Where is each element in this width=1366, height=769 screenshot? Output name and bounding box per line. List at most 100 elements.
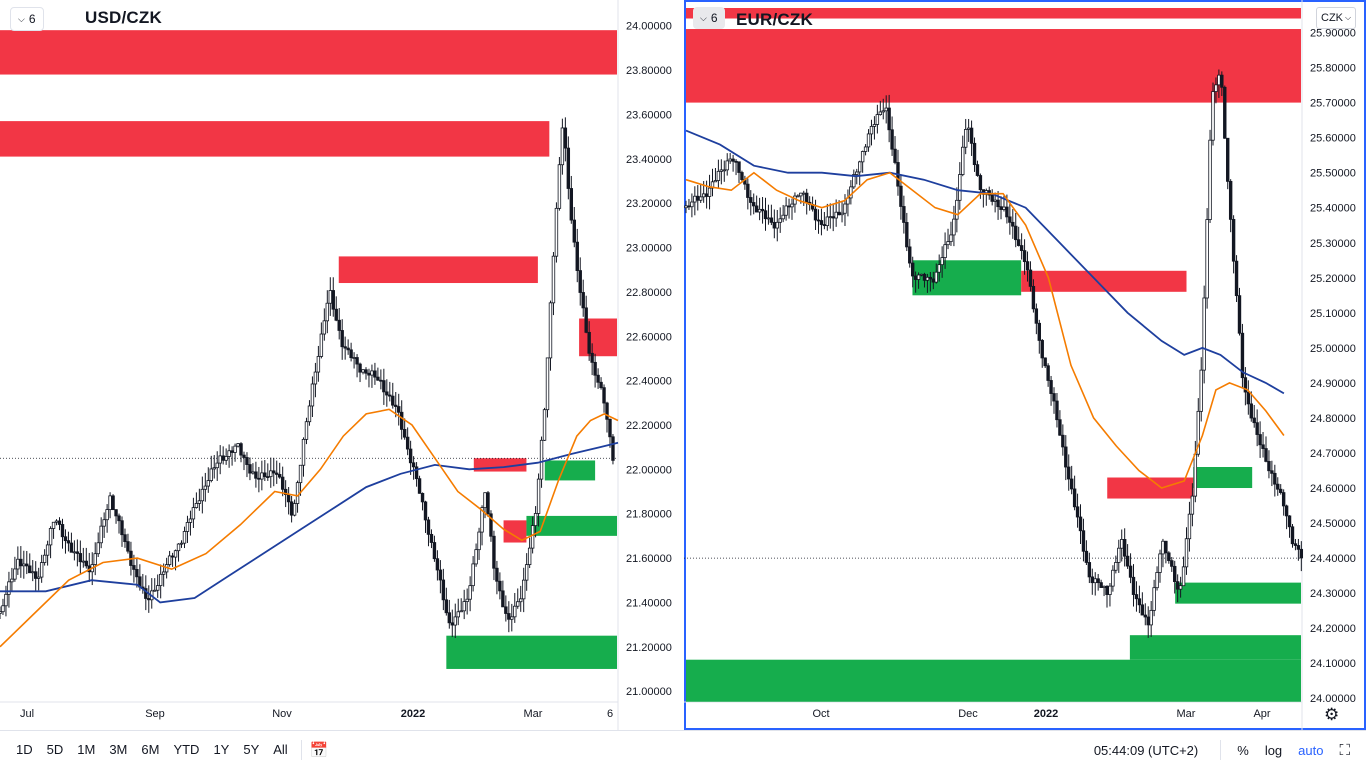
candle-body — [432, 542, 437, 560]
candle-body — [328, 290, 332, 304]
chart-pane-eurczk[interactable]: 25.90000 25.80000 25.70000 25.60000 25.50000… — [684, 0, 1366, 730]
interval-selector[interactable]: ⌵ 6 — [10, 7, 44, 31]
gear-icon[interactable]: ⚙ — [1324, 705, 1340, 724]
candle-body — [1002, 206, 1006, 210]
candle-body — [1234, 260, 1239, 297]
candle-body — [126, 541, 130, 552]
candle-body — [295, 482, 300, 504]
price-tick-label: 25.10000 — [1310, 308, 1356, 320]
timeframe-5d[interactable]: 5D — [46, 742, 64, 757]
fullscreen-icon[interactable]: ⛶ — [1339, 741, 1350, 759]
candle-body — [48, 528, 53, 546]
candle-body — [1202, 297, 1206, 371]
candle-body — [266, 476, 270, 478]
supply-zone — [503, 520, 527, 543]
candle-body — [120, 520, 124, 536]
candle-body — [465, 598, 469, 602]
candle-body — [728, 158, 732, 162]
candle-body — [1140, 604, 1145, 616]
ma-slow-line — [685, 129, 1285, 395]
candle-body — [1196, 410, 1200, 455]
candle-body — [233, 445, 237, 453]
chart-pane-usdczk[interactable]: 24.00000 23.80000 23.60000 23.40000 23.20000… — [0, 0, 684, 730]
candle-body — [426, 519, 431, 535]
candle-body — [72, 551, 77, 554]
timeframe-3m[interactable]: 3M — [109, 742, 128, 757]
timeframe-1d[interactable]: 1D — [16, 742, 33, 757]
time-tick-label: 2022 — [401, 708, 425, 720]
candle-body — [492, 535, 496, 569]
candle-body — [343, 346, 347, 349]
auto-toggle[interactable]: auto — [1298, 742, 1324, 758]
candle-body — [1287, 515, 1292, 528]
candle-body — [414, 466, 419, 480]
candle-body — [289, 501, 294, 516]
clock[interactable]: 05:44:09 (UTC+2) — [1093, 742, 1199, 758]
candle-body — [1058, 419, 1062, 436]
candle-body — [1008, 216, 1012, 223]
timeframe-5y[interactable]: 5Y — [243, 742, 260, 757]
candle-body — [99, 525, 103, 544]
candle-body — [1243, 377, 1248, 393]
candle-body — [887, 107, 891, 131]
candle-body — [170, 555, 175, 558]
percent-toggle[interactable]: % — [1237, 742, 1249, 758]
price-tick-label: 21.00000 — [626, 686, 672, 698]
candle-body — [690, 201, 694, 208]
currency-selector[interactable]: CZK ⌵ — [1316, 7, 1357, 29]
candle-body — [39, 562, 44, 578]
candle-body — [763, 210, 768, 220]
candle-body — [1152, 587, 1156, 611]
candle-body — [304, 421, 309, 440]
timeframe-1y[interactable]: 1Y — [213, 742, 230, 757]
candle-body — [206, 480, 210, 487]
candle-body — [831, 216, 835, 219]
candle-body — [584, 307, 588, 333]
candle-body — [322, 320, 327, 335]
candle-body — [740, 172, 744, 180]
candle-body — [1061, 434, 1065, 448]
eurczk-chart-svg[interactable]: 25.90000 25.80000 25.70000 25.60000 25.50000… — [684, 0, 1366, 730]
candle-body — [1164, 540, 1168, 554]
candle-body — [884, 107, 888, 112]
candle-body — [878, 111, 883, 115]
timeframe-all[interactable]: All — [273, 742, 288, 757]
candle-body — [429, 533, 434, 543]
log-toggle[interactable]: log — [1264, 742, 1283, 758]
divider — [300, 740, 302, 760]
candle-body — [590, 352, 594, 363]
price-tick-label: 21.80000 — [626, 509, 672, 521]
candle-body — [394, 404, 398, 407]
supply-zone — [1021, 270, 1187, 292]
candle-body — [1146, 616, 1150, 626]
interval-label: 6 — [28, 12, 36, 26]
calendar-range-icon[interactable]: 📅 — [309, 742, 329, 759]
candle-body — [893, 148, 897, 163]
candle-body — [940, 257, 944, 266]
candle-body — [510, 616, 514, 620]
time-tick-label: Dec — [958, 708, 978, 720]
timeframe-ytd[interactable]: YTD — [173, 742, 200, 757]
candle-body — [221, 455, 225, 461]
candle-body — [10, 578, 14, 583]
time-tick-label: Mar — [1177, 708, 1196, 720]
interval-selector[interactable]: ⌵ 6 — [693, 7, 725, 29]
timeframe-1m[interactable]: 1M — [77, 742, 96, 757]
candle-body — [480, 507, 484, 533]
usdczk-chart-svg[interactable]: 24.00000 23.80000 23.60000 23.40000 23.20000… — [0, 0, 684, 730]
timeframe-6m[interactable]: 6M — [141, 742, 160, 757]
candle-body — [869, 125, 874, 135]
candle-body — [899, 185, 903, 207]
candle-body — [176, 543, 181, 552]
candle-body — [787, 205, 791, 208]
time-tick-label: Jul — [20, 708, 34, 720]
price-tick-label: 24.00000 — [1310, 693, 1356, 705]
candle-body — [36, 576, 41, 579]
candle-body — [713, 180, 718, 183]
candle-body — [1267, 461, 1271, 472]
candle-body — [961, 146, 965, 175]
price-tick-label: 24.90000 — [1310, 378, 1356, 390]
candle-body — [825, 216, 830, 227]
candle-body — [1231, 218, 1236, 262]
supply-zone — [686, 29, 1301, 103]
